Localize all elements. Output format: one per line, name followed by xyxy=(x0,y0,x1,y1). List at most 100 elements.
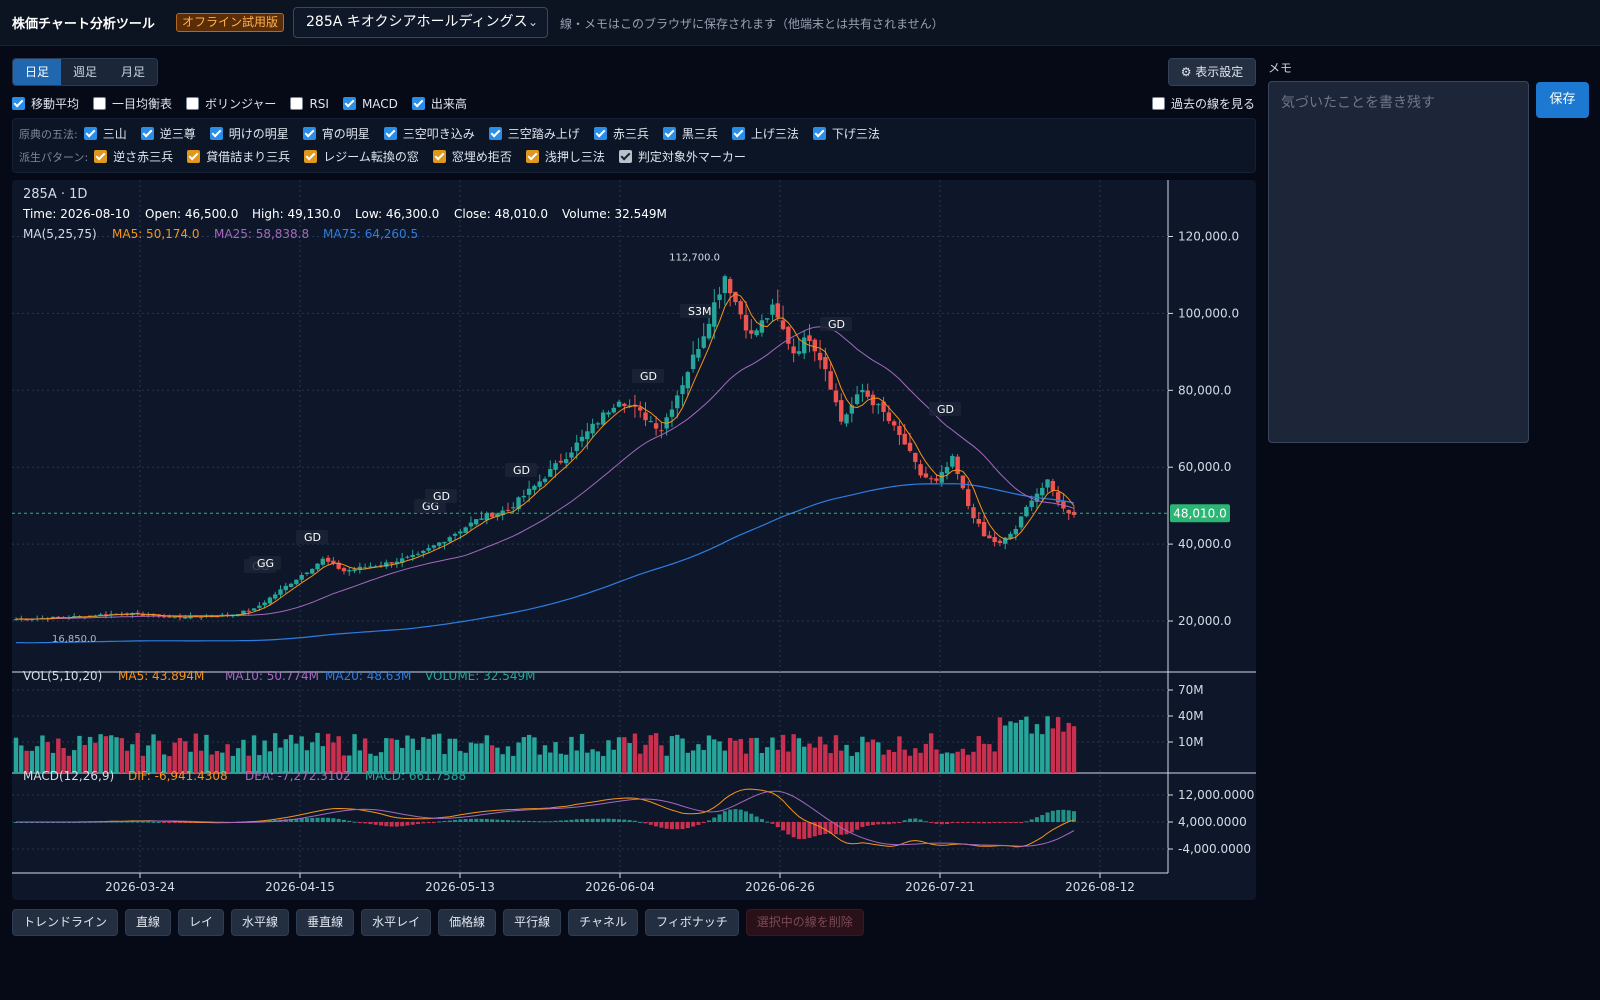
past-lines-toggle[interactable]: 過去の線を見る xyxy=(1152,95,1255,112)
derived-toggle[interactable]: 貸借詰まり三兵 xyxy=(187,148,290,165)
checkbox-icon[interactable] xyxy=(662,127,676,140)
tool-button[interactable]: チャネル xyxy=(568,909,639,936)
checkbox-icon[interactable] xyxy=(302,127,316,140)
checkbox-icon[interactable] xyxy=(432,150,446,163)
classic-toggle[interactable]: 明けの明星 xyxy=(209,125,289,142)
checkbox-icon[interactable] xyxy=(12,97,25,110)
tool-button[interactable]: 水平レイ xyxy=(361,909,432,936)
candle-body xyxy=(685,372,691,389)
checkbox-icon[interactable] xyxy=(342,97,356,110)
toggle-bollinger[interactable]: ボリンジャー xyxy=(186,95,276,112)
toggle-rsi[interactable]: RSI xyxy=(290,97,329,111)
checkbox-icon[interactable] xyxy=(383,127,397,140)
classic-toggle[interactable]: 黒三兵 xyxy=(662,125,718,142)
checkbox-icon[interactable] xyxy=(731,127,745,140)
volume-bar xyxy=(780,734,786,773)
checkbox-icon[interactable] xyxy=(1152,97,1165,110)
classic-toggle[interactable]: 赤三兵 xyxy=(593,125,649,142)
checkbox-icon[interactable] xyxy=(187,150,201,163)
volume-bar xyxy=(410,738,415,773)
classic-toggle[interactable]: 上げ三法 xyxy=(731,125,799,142)
tab-weekly[interactable]: 週足 xyxy=(61,59,109,85)
tool-button[interactable]: 水平線 xyxy=(231,909,290,936)
checkbox-icon[interactable] xyxy=(83,127,97,140)
derived-patterns-row: 派生パターン: 逆さ赤三兵 貸借詰まり三兵 レジーム転換の窓 窓埋め拒否 浅押し三法 判定… xyxy=(19,148,760,166)
ticker-select[interactable]: 285A キオクシアホールディングス ⌄ xyxy=(293,7,548,38)
tool-button[interactable]: トレンドライン xyxy=(12,909,119,936)
derived-toggle[interactable]: 判定対象外マーカー xyxy=(618,148,746,165)
tab-daily[interactable]: 日足 xyxy=(13,59,61,85)
classic-toggle[interactable]: 下げ三法 xyxy=(812,125,880,142)
candle-body xyxy=(1066,510,1071,514)
volume-bar xyxy=(590,749,595,773)
volume-bar xyxy=(823,744,828,773)
checkbox-icon[interactable] xyxy=(93,97,107,110)
derived-toggle[interactable]: 窓埋め拒否 xyxy=(432,148,512,165)
volume-bar xyxy=(19,745,24,773)
memo-textarea[interactable]: 気づいたことを書き残す xyxy=(1268,81,1529,443)
volume-bar xyxy=(685,752,691,773)
volume-bar xyxy=(161,754,167,773)
tool-button[interactable]: 平行線 xyxy=(503,909,562,936)
candle-body xyxy=(664,417,669,429)
tool-button[interactable]: フィボナッチ xyxy=(645,909,739,936)
macd-histogram-bar xyxy=(1045,812,1050,822)
chart-panel[interactable]: 120,000.0 100,000.0 80,000.0 60,000.0 40,000… xyxy=(12,180,1256,900)
tool-button[interactable]: レイ xyxy=(178,909,225,936)
toggle-ichimoku[interactable]: 一目均衡表 xyxy=(93,95,172,112)
macd-histogram-bar xyxy=(426,822,431,823)
price-tick-label: 100,000.0 xyxy=(1178,306,1239,320)
toggle-label: 下げ三法 xyxy=(831,127,880,141)
tool-button[interactable]: 垂直線 xyxy=(296,909,355,936)
checkbox-icon[interactable] xyxy=(209,127,223,140)
macd-histogram-bar xyxy=(474,818,479,822)
checkbox-icon[interactable] xyxy=(140,127,154,140)
candle-body xyxy=(474,519,479,525)
display-settings-button[interactable]: ⚙ 表示設定 xyxy=(1168,58,1256,86)
candle-body xyxy=(928,478,934,480)
candle-body xyxy=(960,475,966,489)
candle-body xyxy=(643,412,648,421)
toggle-macd[interactable]: MACD xyxy=(342,97,398,111)
tool-button[interactable]: 直線 xyxy=(125,909,172,936)
checkbox-icon[interactable] xyxy=(290,97,304,110)
checkbox-icon[interactable] xyxy=(593,127,607,140)
classic-toggle[interactable]: 宵の明星 xyxy=(302,125,370,142)
toggle-moving-average[interactable]: 移動平均 xyxy=(12,95,79,112)
checkbox-icon[interactable] xyxy=(94,150,108,163)
checkbox-icon[interactable] xyxy=(186,97,200,110)
checkbox-icon[interactable] xyxy=(411,97,425,110)
classic-toggle[interactable]: 逆三尊 xyxy=(140,125,196,142)
ohlc-volume: Volume: 32.549M xyxy=(562,207,667,221)
checkbox-icon[interactable] xyxy=(618,150,632,163)
tool-button[interactable]: 価格線 xyxy=(438,909,497,936)
toggle-label: 上げ三法 xyxy=(750,127,799,141)
classic-toggle[interactable]: 三山 xyxy=(83,125,127,142)
toggle-volume[interactable]: 出来高 xyxy=(411,95,467,112)
classic-toggle[interactable]: 三空踏み上げ xyxy=(488,125,580,142)
save-button[interactable]: 保存 xyxy=(1536,82,1589,118)
checkbox-icon[interactable] xyxy=(812,127,826,140)
candle-body xyxy=(140,613,146,616)
macd-histogram-bar xyxy=(1034,817,1039,822)
checkbox-icon[interactable] xyxy=(488,127,502,140)
candle-body xyxy=(590,423,595,434)
delete-line-button[interactable]: 選択中の線を削除 xyxy=(745,909,864,936)
pattern-marker-bg xyxy=(632,369,664,383)
macd-histogram-bar xyxy=(315,817,320,822)
derived-toggle[interactable]: 浅押し三法 xyxy=(525,148,605,165)
candle-body xyxy=(881,401,886,412)
pattern-filter-panel: 原典の五法: 三山 逆三尊 明けの明星 宵の明星 三空叩き込み 三空踏み上げ 赤三兵 黒三兵 上… xyxy=(12,118,1256,173)
derived-toggle[interactable]: レジーム転換の窓 xyxy=(304,148,419,165)
tab-monthly[interactable]: 月足 xyxy=(109,59,157,85)
date-tick-label: 2026-08-12 xyxy=(1065,880,1135,894)
checkbox-icon[interactable] xyxy=(304,150,318,163)
checkbox-icon[interactable] xyxy=(525,150,539,163)
volume-bar xyxy=(516,742,521,773)
derived-toggle[interactable]: 逆さ赤三兵 xyxy=(94,148,173,165)
candle-body xyxy=(1029,500,1034,508)
price-chart[interactable]: 120,000.0 100,000.0 80,000.0 60,000.0 40,000… xyxy=(12,180,1256,900)
volume-bar xyxy=(659,745,664,773)
storage-note: 線・メモはこのブラウザに保存されます（他端末とは共有されません） xyxy=(560,17,944,31)
classic-toggle[interactable]: 三空叩き込み xyxy=(383,125,475,142)
